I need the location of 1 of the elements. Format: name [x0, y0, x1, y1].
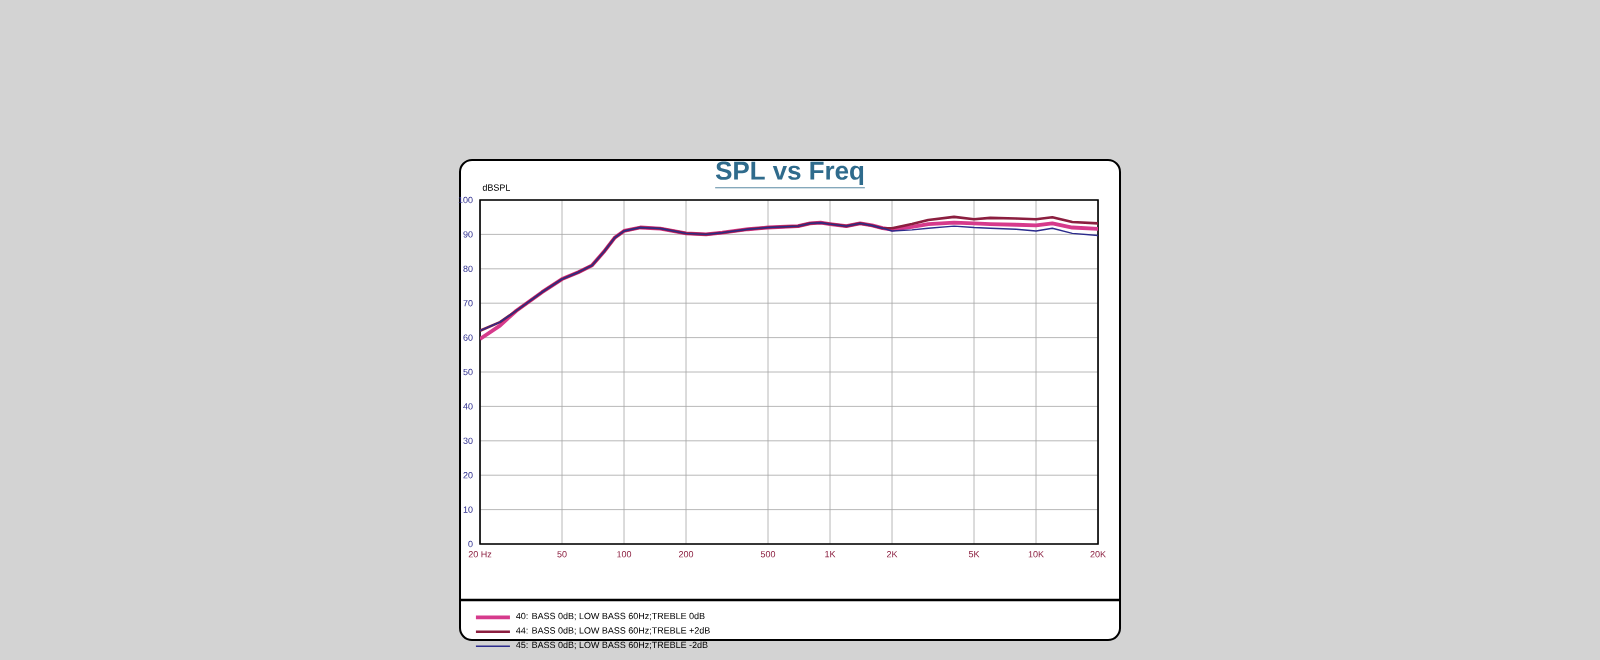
chart-title: SPL vs Freq [715, 161, 864, 185]
